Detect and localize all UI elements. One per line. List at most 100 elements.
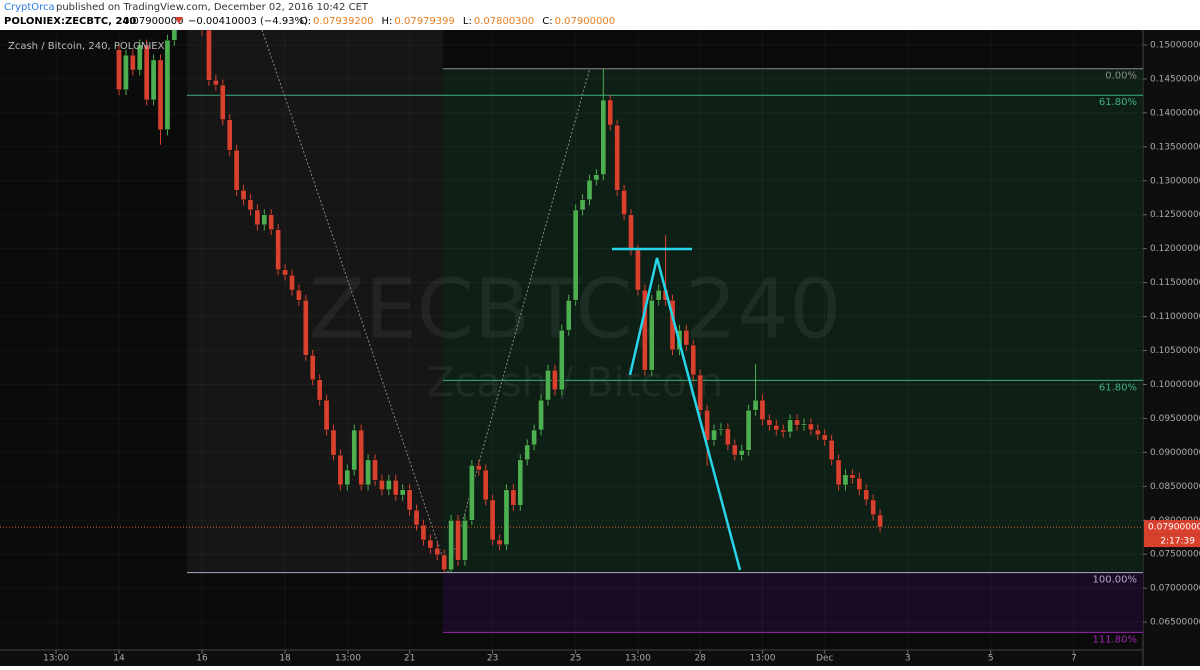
candle-body (801, 423, 807, 426)
candle-body (157, 59, 164, 131)
candle-body (828, 439, 835, 461)
candle-body (641, 289, 648, 371)
y-tick-label: 0.12000000 (1150, 244, 1200, 254)
candle-body (531, 429, 537, 446)
candle-body (129, 54, 136, 71)
candle-body (552, 369, 558, 391)
trend-dotted (447, 67, 591, 574)
ohlc-label: H: (382, 16, 393, 27)
ohlc-label: L: (463, 16, 472, 27)
candle-body (524, 444, 531, 461)
candle-body (406, 489, 413, 511)
candle-body (600, 99, 607, 175)
candle-body (711, 429, 717, 441)
candle-body (586, 179, 593, 201)
ohlc-value: 0.07979399 (394, 16, 454, 27)
candle-body (309, 355, 316, 380)
axes: 0.15000000 0.14500000 0.14000000 0.13500000… (43, 40, 1200, 664)
candle-body (296, 289, 302, 301)
candle-body (579, 199, 586, 211)
y-tick-label: 0.14500000 (1150, 74, 1200, 84)
candle-body (219, 84, 226, 120)
candle-body (289, 274, 295, 291)
y-tick-label: 0.08500000 (1150, 482, 1200, 492)
x-tick-label: 13:00 (749, 654, 775, 664)
candle-body (648, 300, 655, 371)
candle-body (814, 429, 821, 435)
drawn-line (628, 257, 742, 571)
candle-body (538, 399, 544, 431)
candle-body (558, 329, 565, 391)
y-tick-label: 0.10000000 (1150, 380, 1200, 390)
candle-body (171, 30, 178, 41)
candle-body (233, 149, 240, 191)
candle-body (808, 423, 814, 431)
candle-body (254, 209, 261, 226)
published-text: published on TradingView.com, December 0… (56, 2, 369, 13)
candle-body (344, 469, 351, 486)
candle-body (510, 489, 517, 506)
last-value: 0.07900000 (123, 16, 183, 27)
candle-body (136, 44, 143, 71)
candle-body (206, 30, 212, 81)
candle-body (448, 520, 454, 571)
candle-body (738, 450, 745, 456)
candle-body (462, 520, 468, 561)
countdown-box (1144, 534, 1200, 548)
x-axis-bg (0, 650, 1143, 666)
y-tick-label: 0.10500000 (1150, 346, 1200, 356)
candle-body (517, 459, 524, 506)
candle-body (268, 214, 275, 230)
candle-body (683, 329, 690, 346)
y-tick-label: 0.09000000 (1150, 448, 1200, 458)
candle-body (545, 369, 551, 401)
candle-body (247, 199, 254, 211)
watermark-sub: Zcash / Bitcoin (427, 360, 723, 406)
candle-body (635, 249, 641, 291)
fib-label: 100.00% (1093, 575, 1138, 586)
candle-body (434, 547, 441, 556)
candle-body (392, 479, 399, 496)
candle-body (379, 479, 385, 490)
candle-body (773, 424, 780, 431)
candle-body (240, 190, 247, 201)
candle-body (469, 465, 475, 521)
down-arrow (175, 17, 183, 24)
symbol: POLONIEX:ZECBTC, 240 (4, 16, 136, 27)
y-tick-label: 0.11000000 (1150, 312, 1200, 322)
candle-body (697, 374, 704, 411)
candle-body (842, 474, 849, 486)
candle-body (593, 174, 600, 181)
candle-body (745, 410, 752, 451)
candle-body (489, 499, 496, 541)
candle-body (475, 465, 482, 471)
publisher: CryptOrca (4, 2, 55, 13)
candle-body (399, 489, 406, 496)
x-tick-label: 25 (570, 654, 581, 664)
header-bg (0, 0, 1200, 30)
candle-body (150, 59, 157, 101)
y-tick-label: 0.07500000 (1150, 550, 1200, 560)
y-tick-label: 0.11500000 (1150, 278, 1200, 288)
candle-body (123, 54, 129, 91)
x-tick-label: 13:00 (335, 654, 361, 664)
candle-body (870, 499, 877, 516)
y-tick-label: 0.14000000 (1150, 108, 1200, 118)
candle-body (607, 99, 614, 126)
candle-body (655, 289, 662, 301)
candle-body (372, 459, 378, 481)
candle-body (302, 300, 309, 356)
x-tick-label: 23 (487, 654, 498, 664)
y-tick-label: 0.06500000 (1150, 618, 1200, 628)
candle-body (385, 479, 392, 490)
candle-body (787, 419, 793, 433)
y-axis-bg (1143, 30, 1200, 666)
x-tick-label: 21 (404, 654, 415, 664)
x-tick-label: 14 (113, 654, 125, 664)
candle-body (835, 459, 842, 486)
candle-body (752, 399, 759, 411)
fib-zone (443, 68, 1143, 573)
x-tick-label: 28 (694, 654, 706, 664)
